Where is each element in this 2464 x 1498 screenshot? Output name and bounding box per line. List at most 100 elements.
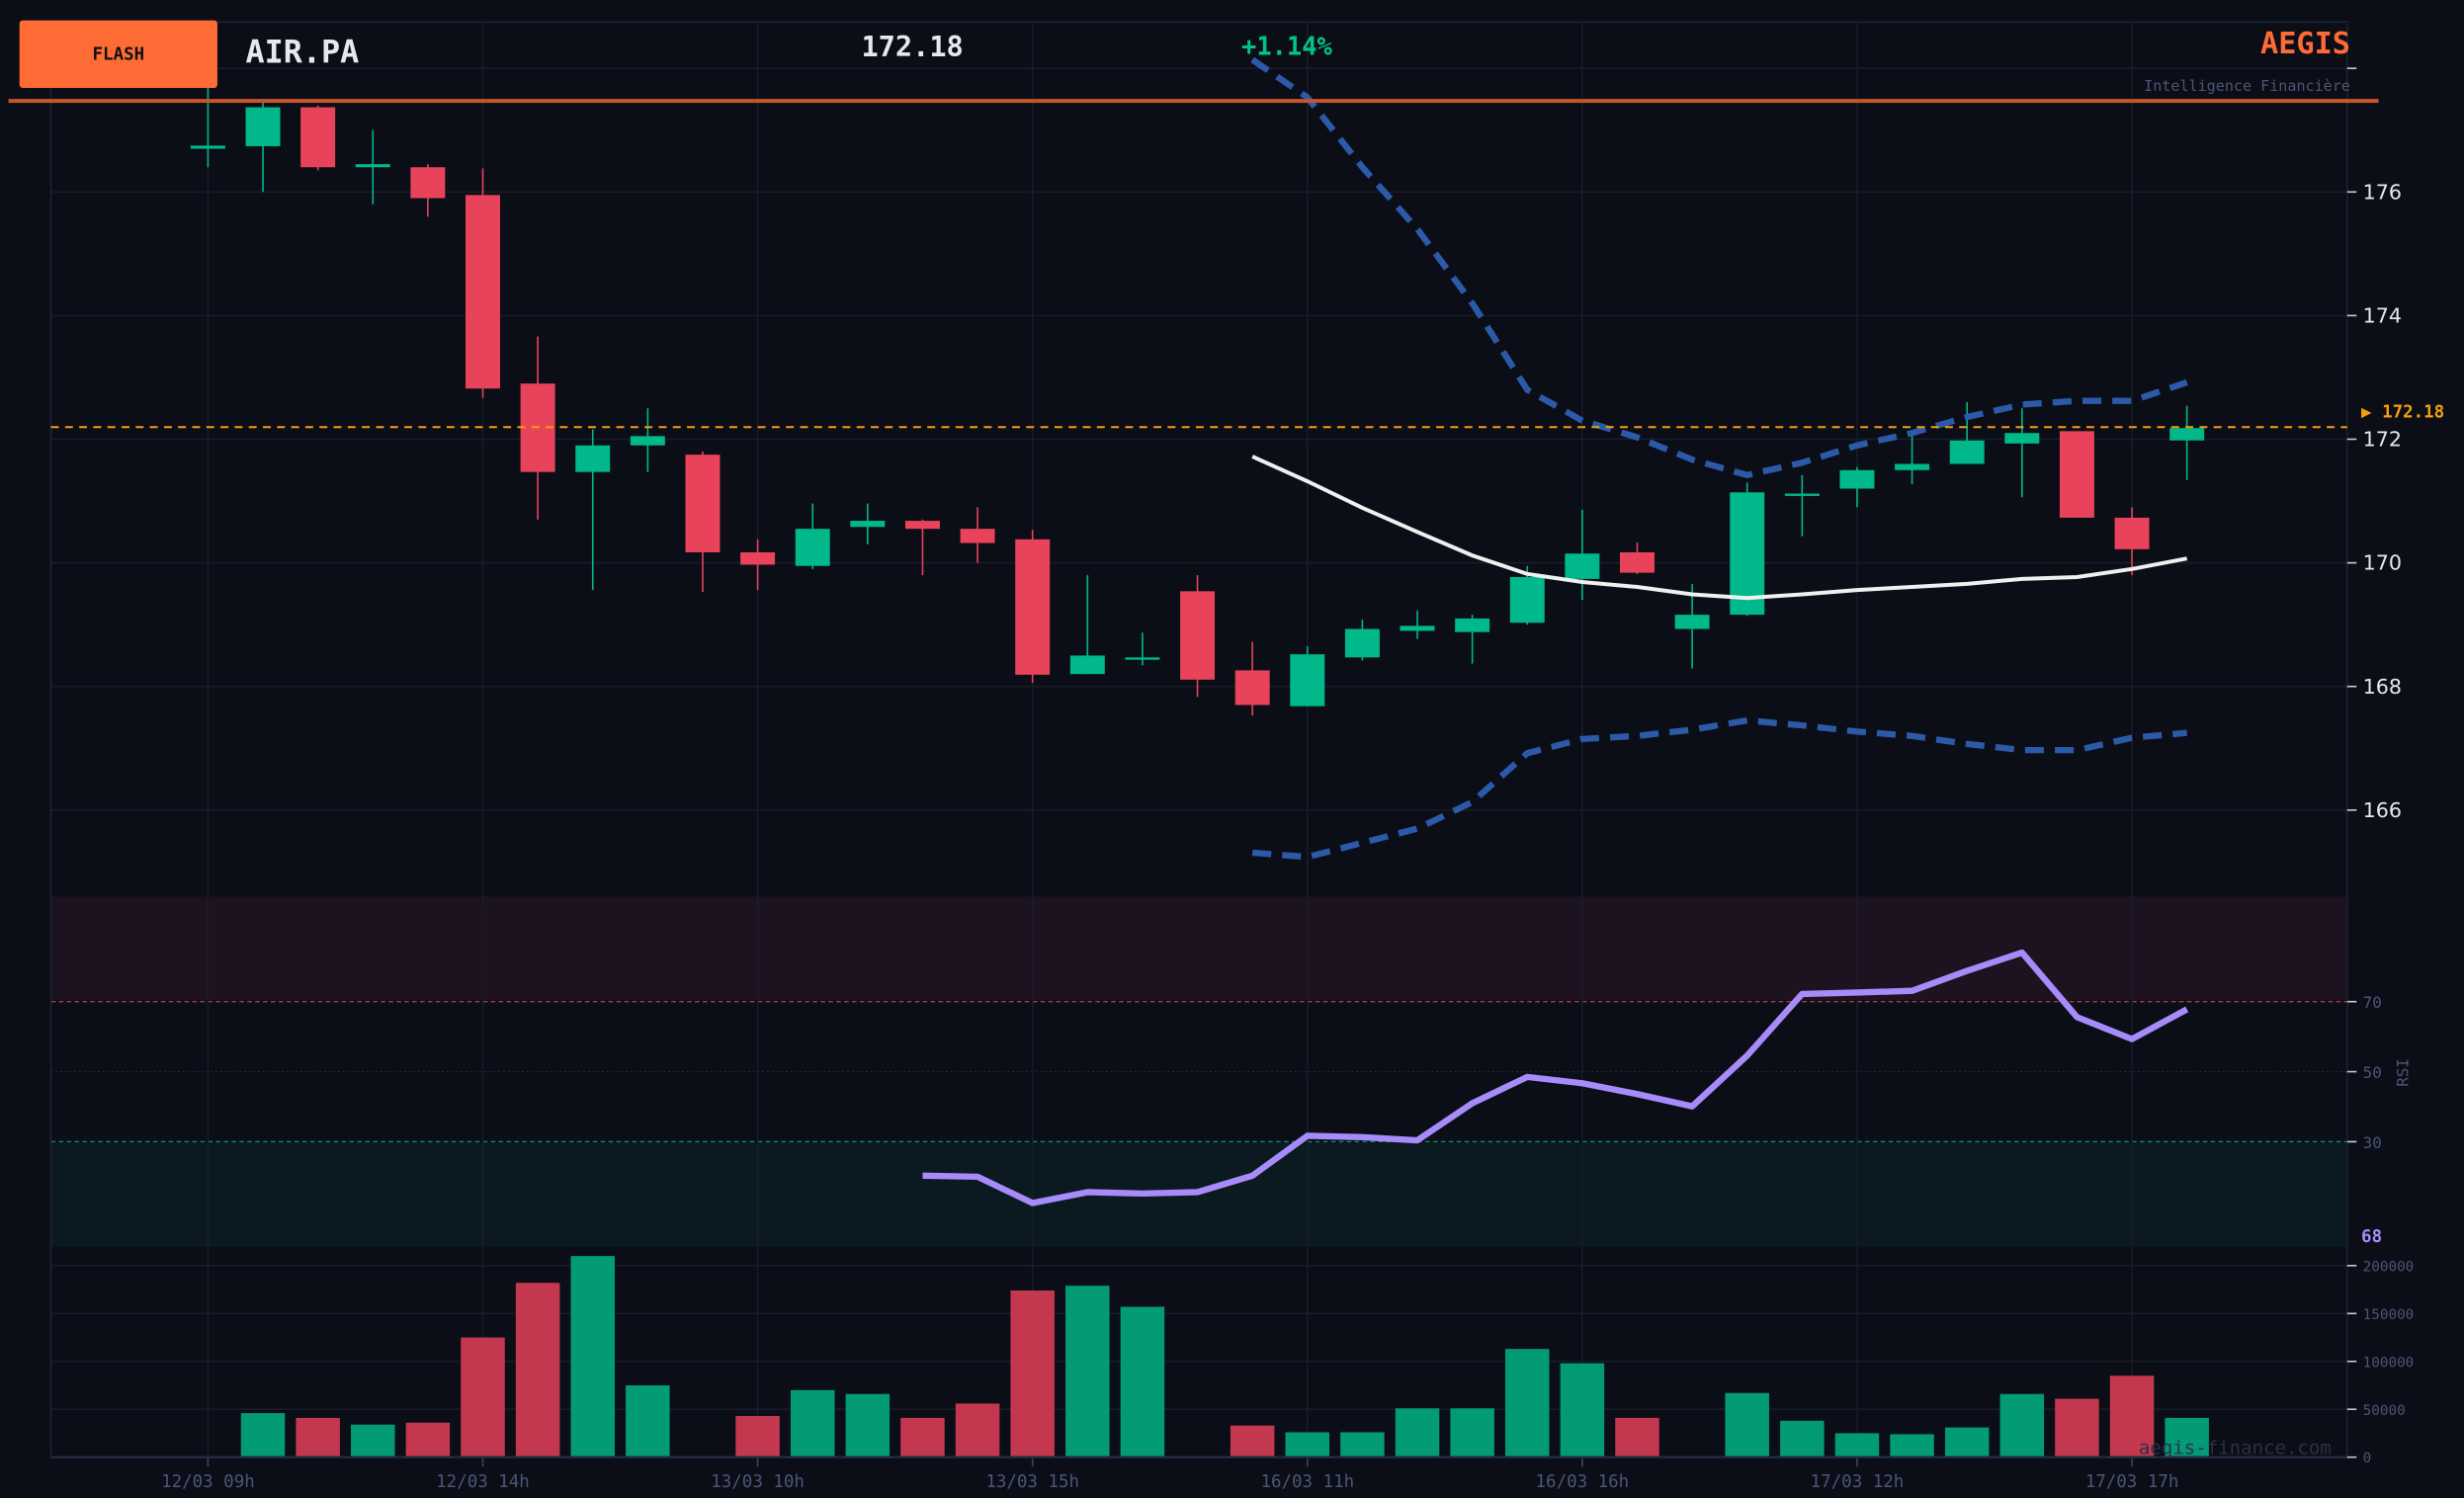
last-price-label: ▶ 172.18 [2361,403,2444,423]
rsi-tick-label: 50 [2363,1063,2382,1082]
rsi-tick-label: 30 [2363,1133,2382,1152]
candle-up [2169,428,2205,441]
volume-bar [1340,1432,1385,1457]
candle-up [1290,654,1325,707]
volume-bar [626,1384,670,1457]
candle-up [850,521,886,528]
volume-bar [1450,1408,1494,1457]
volume-bar [2109,1375,2155,1457]
volume-bar [1065,1286,1110,1457]
candle-up [245,107,281,146]
x-tick-label: 13/03 10h [711,1472,805,1492]
candle-down [1620,551,1655,573]
candle-down [740,551,776,565]
candle-down [410,167,446,199]
candle-down [904,521,940,530]
candle-up [1400,625,1435,631]
rsi-axis-label: RSI [2394,1058,2413,1087]
volume-bar [735,1416,780,1457]
candle-up [1344,628,1380,658]
rsi-last-label: 68 [2361,1227,2382,1247]
volume-bar [405,1422,451,1457]
axes: 12/03 09h 12/03 14h 13/03 10h 13/03 15h 16/0… [49,21,2415,1492]
candle-up [1455,618,1490,632]
volume-bar [1010,1290,1055,1457]
x-tick-label: 12/03 09h [161,1472,255,1492]
rsi-tick-label: 70 [2363,993,2382,1012]
volume-bar [570,1256,615,1457]
volume-tick-label: 200000 [2363,1259,2415,1275]
volume-bar [461,1337,505,1457]
bollinger-bands [1250,56,2188,861]
price-change: +1.14% [1241,32,1332,61]
candle-up [1674,615,1710,629]
volume-bar [1230,1425,1275,1457]
candle-up [1069,655,1105,675]
candles [190,86,2205,716]
volume-tick-label: 100000 [2363,1355,2415,1371]
volume-bar [900,1417,945,1457]
price-tick-label: 170 [2363,551,2402,575]
candle-down [685,455,721,552]
candle-down [1015,539,1051,675]
volume-bar [1944,1427,1990,1457]
brand-tagline: Intelligence Financière [2144,77,2350,95]
x-tick-label: 12/03 14h [436,1472,530,1492]
watermark: aegis-finance.com [2139,1438,2332,1459]
volume-bar [1505,1349,1550,1457]
volume-tick-label: 50000 [2363,1403,2406,1419]
x-tick-label: 17/03 17h [2085,1472,2179,1492]
bollinger-middle-line [1251,455,2188,601]
candle-up [1839,469,1875,489]
volume-bar [2055,1398,2099,1457]
volume-bar [1285,1432,1330,1457]
candle-down [1180,591,1216,680]
price-tick-label: 176 [2363,180,2402,204]
candle-down [300,107,336,168]
volume-bar [515,1283,560,1457]
volume-bar [1780,1420,1825,1457]
candle-up [1125,657,1160,660]
flash-badge-label: FLASH [93,44,145,64]
ticker: AIR.PA [246,36,360,71]
rsi-line [922,949,2189,1207]
x-tick-label: 17/03 12h [1811,1472,1905,1492]
x-tick-label: 16/03 16h [1536,1472,1630,1492]
volume-bar [1560,1363,1605,1457]
price-tick-label: 172 [2363,428,2402,452]
price-tick-label: 166 [2363,798,2402,822]
candle-up [575,445,611,472]
volume-tick-label: 0 [2363,1451,2372,1466]
candle-down [1234,670,1270,706]
candle-up [795,529,830,566]
candle-down [960,529,995,543]
volume-bar [1120,1306,1165,1457]
volume-bar [1999,1393,2045,1457]
candle-up [1949,440,1985,464]
volume-bar [1834,1433,1880,1457]
bollinger-upper-line [1250,56,2188,479]
candle-up [630,436,665,446]
volume-tick-label: 150000 [2363,1307,2415,1323]
candle-up [1509,576,1545,624]
volume-bar [1395,1408,1440,1457]
x-tick-label: 16/03 11h [1260,1472,1354,1492]
candle-up [1565,553,1600,579]
volume-bar [790,1389,835,1457]
volume-bar [1615,1417,1659,1457]
x-tick-label: 13/03 15h [985,1472,1079,1492]
volume-bars [240,1256,2209,1457]
candle-up [1730,492,1765,616]
candle-down [466,195,500,389]
volume-bar [1725,1392,1769,1457]
candle-up [1895,463,1930,470]
candle-down [2059,431,2094,518]
volume-bar [296,1417,340,1457]
candle-up [1784,493,1820,496]
candle-down [2114,517,2150,549]
volume-bar [351,1424,395,1457]
rsi-overbought-zone [50,896,2347,1001]
candle-up [2004,433,2040,444]
